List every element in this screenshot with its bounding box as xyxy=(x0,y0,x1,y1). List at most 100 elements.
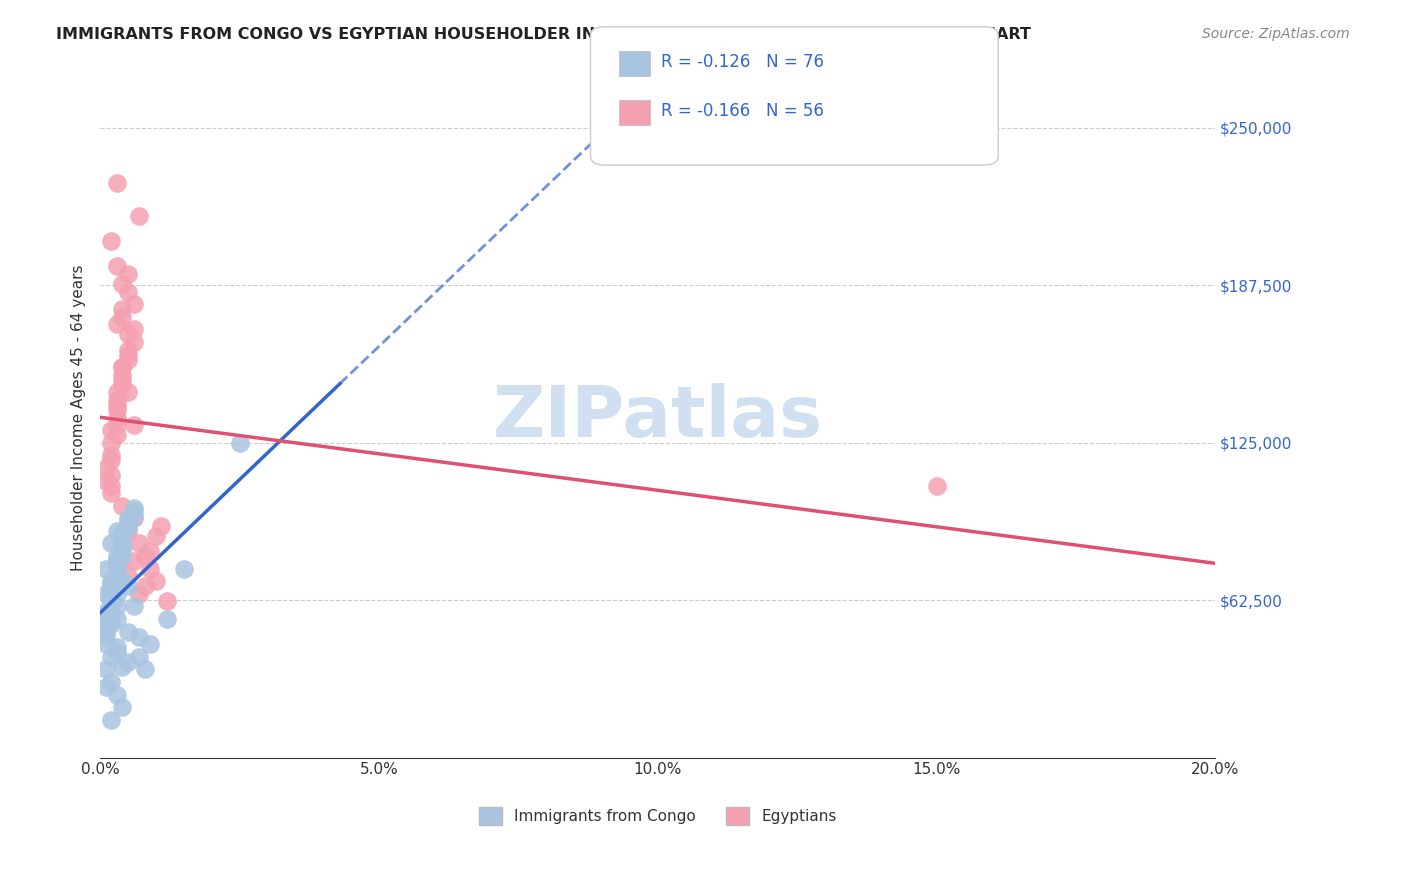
Point xyxy=(100,453,122,467)
Point xyxy=(105,612,128,626)
Point xyxy=(128,536,150,550)
Point xyxy=(228,435,250,450)
Point xyxy=(105,385,128,400)
Point xyxy=(100,574,122,589)
Text: Source: ZipAtlas.com: Source: ZipAtlas.com xyxy=(1202,27,1350,41)
Point xyxy=(117,516,139,531)
Point xyxy=(117,267,139,281)
Point xyxy=(105,688,128,702)
Point xyxy=(100,713,122,727)
Point xyxy=(100,576,122,591)
Point xyxy=(105,562,128,576)
Point xyxy=(105,640,128,654)
Point xyxy=(94,619,117,633)
Point xyxy=(134,663,156,677)
Point xyxy=(100,536,122,550)
Point xyxy=(111,541,134,556)
Point xyxy=(117,511,139,525)
Point xyxy=(94,663,117,677)
Point xyxy=(134,549,156,563)
Legend: Immigrants from Congo, Egyptians: Immigrants from Congo, Egyptians xyxy=(472,801,842,831)
Point xyxy=(94,609,117,624)
Point xyxy=(111,360,134,375)
Point xyxy=(156,612,179,626)
Point xyxy=(122,508,145,523)
Point xyxy=(117,285,139,299)
Point xyxy=(139,637,162,651)
Point xyxy=(122,297,145,311)
Point xyxy=(94,474,117,488)
Point xyxy=(111,526,134,541)
Point xyxy=(117,327,139,342)
Point xyxy=(111,310,134,324)
Point xyxy=(100,448,122,462)
Point xyxy=(111,660,134,674)
Point xyxy=(105,554,128,568)
Point xyxy=(100,675,122,690)
Point xyxy=(94,605,117,619)
Point xyxy=(145,529,167,543)
Point xyxy=(94,630,117,644)
Point xyxy=(105,557,128,571)
Point xyxy=(122,418,145,433)
Point xyxy=(111,533,134,548)
Point xyxy=(100,468,122,483)
Y-axis label: Householder Income Ages 45 - 64 years: Householder Income Ages 45 - 64 years xyxy=(72,264,86,571)
Point xyxy=(105,524,128,538)
Point xyxy=(105,418,128,433)
Point xyxy=(105,260,128,274)
Point xyxy=(117,524,139,538)
Point xyxy=(100,486,122,500)
Point xyxy=(94,680,117,694)
Point xyxy=(122,504,145,518)
Point xyxy=(105,574,128,589)
Point xyxy=(128,649,150,664)
Point xyxy=(105,551,128,566)
Point xyxy=(117,521,139,535)
Point xyxy=(173,562,195,576)
Point xyxy=(111,529,134,543)
Point xyxy=(111,574,134,589)
Point xyxy=(134,579,156,593)
Point xyxy=(100,612,122,626)
Point xyxy=(128,587,150,601)
Point xyxy=(100,435,122,450)
Point xyxy=(105,318,128,332)
Point xyxy=(117,624,139,639)
Point xyxy=(111,544,134,558)
Text: ZIPatlas: ZIPatlas xyxy=(492,383,823,452)
Point xyxy=(105,572,128,586)
Point xyxy=(105,549,128,563)
Point xyxy=(156,594,179,608)
Point xyxy=(105,428,128,442)
Point xyxy=(100,591,122,606)
Text: R = -0.126   N = 76: R = -0.126 N = 76 xyxy=(661,54,824,71)
Point xyxy=(105,410,128,425)
Point xyxy=(100,478,122,492)
Point xyxy=(117,514,139,528)
Point xyxy=(105,176,128,190)
Point xyxy=(139,544,162,558)
Point xyxy=(100,423,122,437)
Point xyxy=(122,334,145,349)
Point xyxy=(94,615,117,629)
Point xyxy=(122,322,145,336)
Point xyxy=(94,624,117,639)
Point xyxy=(117,655,139,669)
Point xyxy=(117,352,139,367)
Point xyxy=(111,539,134,553)
Point xyxy=(145,574,167,589)
Point xyxy=(111,277,134,291)
Point xyxy=(111,536,134,550)
Point xyxy=(117,343,139,357)
Point xyxy=(117,519,139,533)
Point xyxy=(94,562,117,576)
Point xyxy=(111,377,134,392)
Point xyxy=(111,302,134,317)
Point xyxy=(100,579,122,593)
Point xyxy=(94,637,117,651)
Point xyxy=(122,511,145,525)
Point xyxy=(111,373,134,387)
Point xyxy=(111,549,134,563)
Point xyxy=(111,360,134,375)
